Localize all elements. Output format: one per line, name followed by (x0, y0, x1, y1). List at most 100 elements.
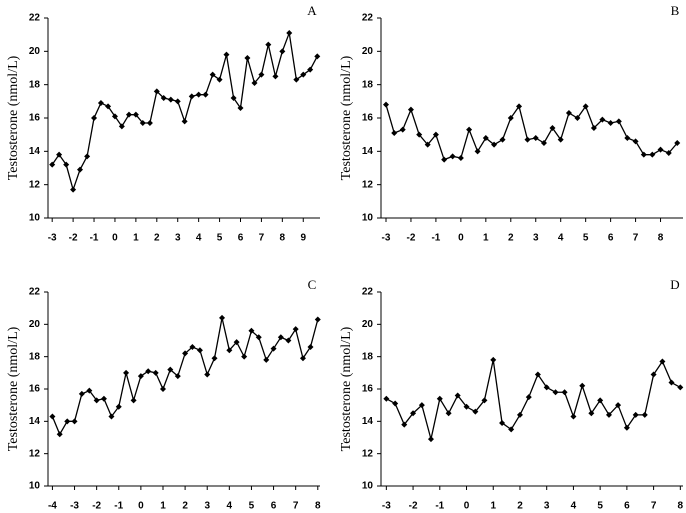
y-tick-label: 20 (29, 46, 41, 57)
x-tick-label: 5 (217, 233, 223, 244)
y-tick-label: 10 (362, 213, 374, 224)
x-tick-label: 9 (300, 233, 306, 244)
x-tick-label: 6 (271, 501, 277, 512)
x-tick-label: 0 (464, 501, 470, 512)
data-point (615, 402, 622, 409)
panel-label: B (671, 3, 680, 18)
data-point (237, 105, 244, 111)
y-tick-label: 16 (362, 113, 374, 124)
y-tick-label: 18 (29, 79, 41, 90)
data-point (226, 347, 233, 354)
data-point (525, 394, 532, 401)
x-tick-label: 0 (112, 233, 118, 244)
y-tick-label: 14 (362, 146, 374, 157)
data-point (292, 326, 299, 333)
x-tick-label: 0 (138, 501, 144, 512)
data-point (299, 355, 306, 362)
data-point (91, 115, 98, 121)
data-point (153, 88, 160, 95)
data-point (552, 389, 559, 396)
y-tick-label: 10 (29, 213, 41, 224)
data-point (391, 130, 398, 136)
data-point (481, 397, 488, 404)
data-point (449, 153, 456, 160)
y-tick-label: 18 (362, 79, 374, 90)
x-tick-label: 7 (633, 233, 639, 244)
data-point (454, 392, 461, 399)
y-tick-label: 12 (29, 179, 41, 190)
data-point (649, 151, 656, 158)
x-tick-label: 2 (182, 501, 188, 512)
data-point (632, 411, 639, 418)
data-point (132, 111, 139, 118)
x-tick-label: 2 (517, 501, 523, 512)
data-point (277, 334, 284, 341)
data-point (97, 100, 104, 106)
data-point (382, 101, 389, 108)
data-point (418, 402, 425, 409)
x-tick-label: 5 (597, 501, 603, 512)
data-point (574, 115, 581, 121)
data-point (145, 368, 152, 375)
data-point (241, 353, 248, 360)
y-tick-label: 12 (362, 179, 374, 190)
data-point (189, 343, 196, 350)
data-point (590, 125, 597, 131)
data-point (314, 53, 321, 60)
x-tick-label: -1 (431, 233, 440, 244)
data-point (499, 419, 506, 426)
data-point (582, 103, 589, 110)
data-point (632, 138, 639, 145)
data-point (152, 369, 159, 376)
data-point (78, 390, 85, 397)
data-point (427, 436, 434, 443)
data-point (174, 373, 181, 380)
data-point (401, 421, 408, 428)
data-point (174, 98, 181, 105)
data-point (463, 403, 470, 410)
data-point (516, 411, 523, 418)
x-tick-label: -2 (406, 233, 415, 244)
data-point (204, 371, 211, 378)
data-point (674, 140, 681, 146)
x-tick-label: 4 (558, 233, 564, 244)
x-tick-label: 8 (280, 233, 286, 244)
data-point (230, 95, 237, 101)
y-tick-label: 10 (362, 481, 374, 492)
data-point (474, 148, 481, 155)
data-point (300, 71, 307, 78)
data-point (441, 156, 448, 163)
data-point (279, 48, 286, 55)
data-point (125, 111, 132, 118)
data-point (100, 395, 107, 402)
panel-label: D (670, 277, 679, 292)
panel-label: A (307, 3, 317, 18)
y-tick-label: 14 (362, 416, 374, 427)
data-point (139, 120, 146, 126)
x-tick-label: 8 (658, 233, 664, 244)
data-point (223, 51, 230, 58)
data-point (543, 384, 550, 391)
data-point (255, 334, 262, 341)
data-point (49, 161, 56, 168)
data-point (105, 103, 112, 110)
x-tick-label: -3 (382, 501, 391, 512)
data-point (188, 93, 195, 100)
panel-label: C (308, 277, 317, 292)
y-tick-label: 18 (29, 351, 41, 362)
x-tick-label: 8 (315, 501, 321, 512)
data-point (457, 155, 464, 161)
y-axis-label: Testosterone (nmol/L) (339, 55, 354, 180)
data-point (507, 115, 514, 121)
data-point (56, 151, 63, 158)
data-point (407, 106, 414, 113)
data-point (508, 426, 515, 433)
x-tick-label: 7 (293, 501, 299, 512)
data-point (657, 146, 664, 153)
data-point (659, 358, 666, 365)
y-tick-label: 22 (362, 13, 374, 24)
data-point (64, 418, 71, 425)
data-point (445, 410, 452, 417)
